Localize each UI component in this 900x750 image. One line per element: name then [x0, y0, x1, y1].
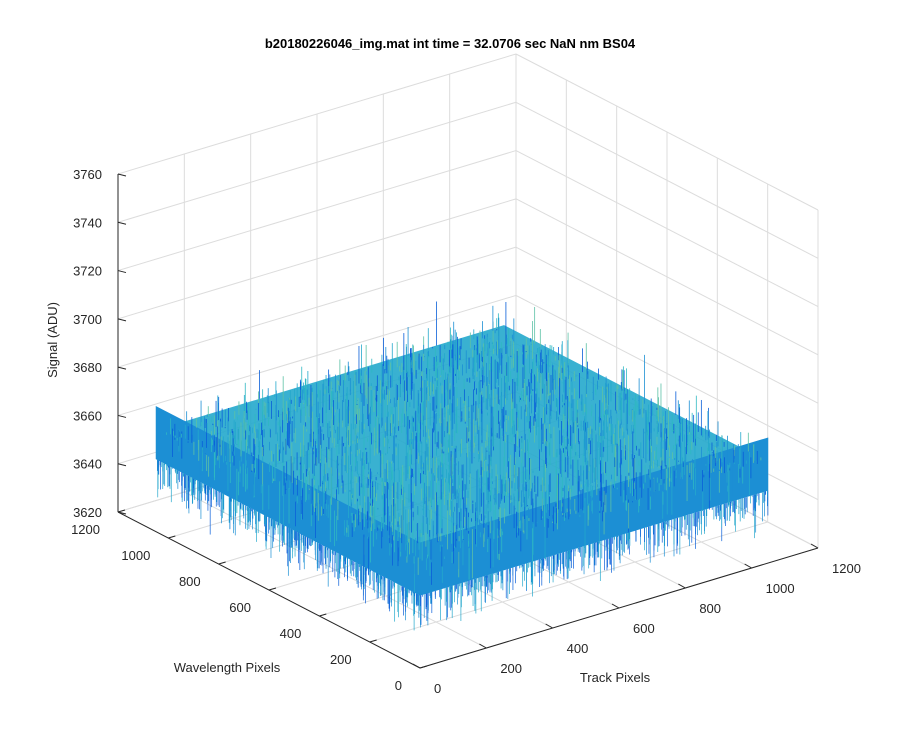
z-tick-mark — [117, 221, 127, 225]
grid-line — [515, 53, 819, 211]
z-tick-mark — [117, 318, 127, 322]
y-tick-mark — [168, 535, 176, 539]
grid-line — [515, 198, 819, 356]
x-tick-label: 800 — [699, 601, 721, 616]
x-tick-mark — [545, 623, 553, 629]
x-tick-label: 0 — [434, 681, 441, 696]
x-axis-label: Track Pixels — [580, 670, 651, 685]
x-tick-label: 400 — [567, 641, 589, 656]
y-tick-label: 600 — [229, 600, 251, 615]
x-tick-mark — [611, 603, 620, 609]
x-tick-mark — [810, 543, 819, 549]
grid-line — [117, 246, 517, 368]
grid-line — [515, 101, 819, 259]
z-tick-label: 3740 — [73, 215, 102, 230]
y-tick-mark — [218, 561, 226, 565]
y-axis-label: Wavelength Pixels — [174, 660, 281, 675]
z-tick-label: 3640 — [73, 457, 102, 472]
z-tick-label: 3660 — [73, 408, 102, 423]
y-tick-label: 1000 — [121, 548, 150, 563]
y-tick-label: 800 — [179, 574, 201, 589]
x-tick-mark — [479, 643, 487, 649]
grid-line — [515, 294, 819, 452]
x-tick-label: 600 — [633, 621, 655, 636]
y-tick-mark — [369, 639, 377, 643]
grid-line — [117, 101, 517, 223]
z-tick-mark — [117, 173, 127, 177]
x-tick-label: 1000 — [766, 581, 795, 596]
x-tick-mark — [678, 583, 686, 589]
y-axis-ticks: 0 200 400 600 800 1000 1200 — [71, 509, 428, 693]
grid-line — [515, 150, 819, 308]
z-axis-ticks: 3620 3640 3660 3680 3700 3720 3740 3760 — [73, 167, 127, 520]
z-tick-mark — [117, 511, 127, 515]
y-tick-label: 1200 — [71, 522, 100, 537]
y-tick-label: 200 — [330, 652, 352, 667]
grid-line — [515, 246, 819, 404]
x-axis-ticks: 0 200 400 600 800 1000 1200 — [412, 543, 861, 696]
grid-line — [369, 521, 768, 643]
z-tick-label: 3760 — [73, 167, 102, 182]
y-tick-mark — [268, 587, 277, 591]
y-tick-label: 400 — [280, 626, 302, 641]
y-tick-label: 0 — [395, 678, 402, 693]
z-tick-mark — [117, 463, 127, 467]
grid-line — [117, 150, 517, 272]
z-tick-mark — [117, 270, 127, 274]
z-tick-mark — [117, 366, 127, 370]
z-tick-label: 3620 — [73, 505, 102, 520]
x-tick-label: 200 — [500, 661, 522, 676]
z-tick-label: 3680 — [73, 360, 102, 375]
z-tick-label: 3720 — [73, 264, 102, 279]
x-tick-label: 1200 — [832, 561, 861, 576]
z-axis-label: Signal (ADU) — [45, 302, 60, 378]
z-tick-mark — [117, 414, 127, 418]
y-tick-mark — [319, 613, 327, 617]
y-tick-mark — [419, 665, 428, 669]
surface-left-side — [155, 405, 420, 596]
x-tick-mark — [744, 563, 752, 569]
surface — [155, 301, 769, 631]
x-tick-mark — [412, 663, 421, 669]
grid-line — [117, 294, 517, 416]
grid-line — [117, 53, 517, 175]
grid-line — [117, 198, 517, 320]
surface-front-side — [420, 437, 769, 596]
z-tick-label: 3700 — [73, 312, 102, 327]
y-tick-mark — [117, 509, 126, 513]
chart-title: b20180226046_img.mat int time = 32.0706 … — [265, 36, 636, 51]
